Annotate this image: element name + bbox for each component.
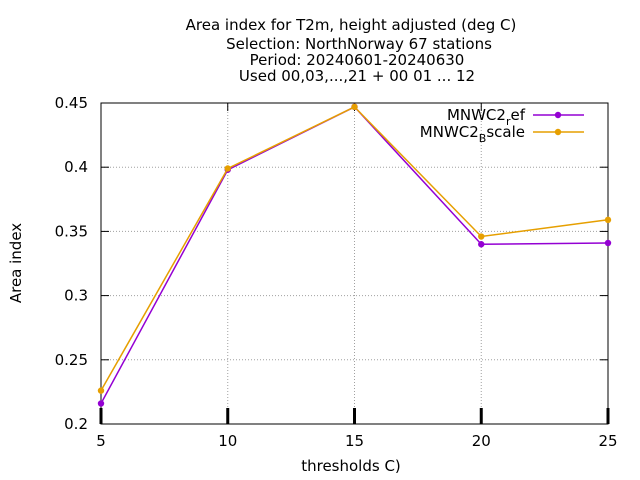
legend-label-1: MNWC2ref — [447, 106, 526, 128]
y-tick-label: 0.45 — [55, 94, 88, 112]
axes: 0.2 0.25 0.3 0.35 0.4 0.45 5 10 15 20 25 — [55, 94, 618, 450]
x-tick-label: 20 — [472, 432, 491, 450]
plot-border — [100, 102, 609, 425]
legend-label-2: MNWC2Bscale — [420, 123, 525, 145]
legend-marker-1 — [554, 111, 562, 119]
y-tick-label: 0.25 — [55, 351, 88, 369]
series-1-point — [604, 239, 612, 247]
series-line-2 — [100, 105, 609, 391]
series-1-point — [97, 400, 105, 407]
y-axis-label: Area index — [7, 223, 25, 303]
y-tick-label: 0.3 — [64, 287, 88, 305]
legend-marker-2 — [554, 128, 562, 136]
series — [97, 103, 612, 407]
series-1-point — [478, 241, 485, 248]
x-tick-label: 5 — [96, 432, 106, 450]
y-tick-label: 0.4 — [64, 158, 88, 176]
title-line-3: Period: 20240601-20240630 — [250, 51, 465, 69]
chart-title: Area index for T2m, height adjusted (deg… — [186, 16, 517, 85]
x-axis-label: thresholds C) — [301, 457, 401, 475]
grid — [101, 103, 608, 424]
series-2-point — [97, 387, 105, 394]
x-tick-label: 10 — [218, 432, 237, 450]
title-line-4: Used 00,03,...,21 + 00 01 ... 12 — [239, 67, 475, 85]
title-line-1: Area index for T2m, height adjusted (deg… — [186, 16, 517, 34]
x-tick-label: 15 — [345, 432, 364, 450]
series-2-point — [224, 165, 231, 172]
title-line-2: Selection: NorthNorway 67 stations — [226, 35, 492, 53]
x-tick-label: 25 — [598, 432, 617, 450]
series-2-point — [478, 233, 485, 240]
series-2-point — [351, 103, 358, 111]
y-tick-label: 0.35 — [55, 222, 88, 240]
series-2-point — [604, 216, 612, 224]
y-tick-label: 0.2 — [64, 415, 88, 433]
